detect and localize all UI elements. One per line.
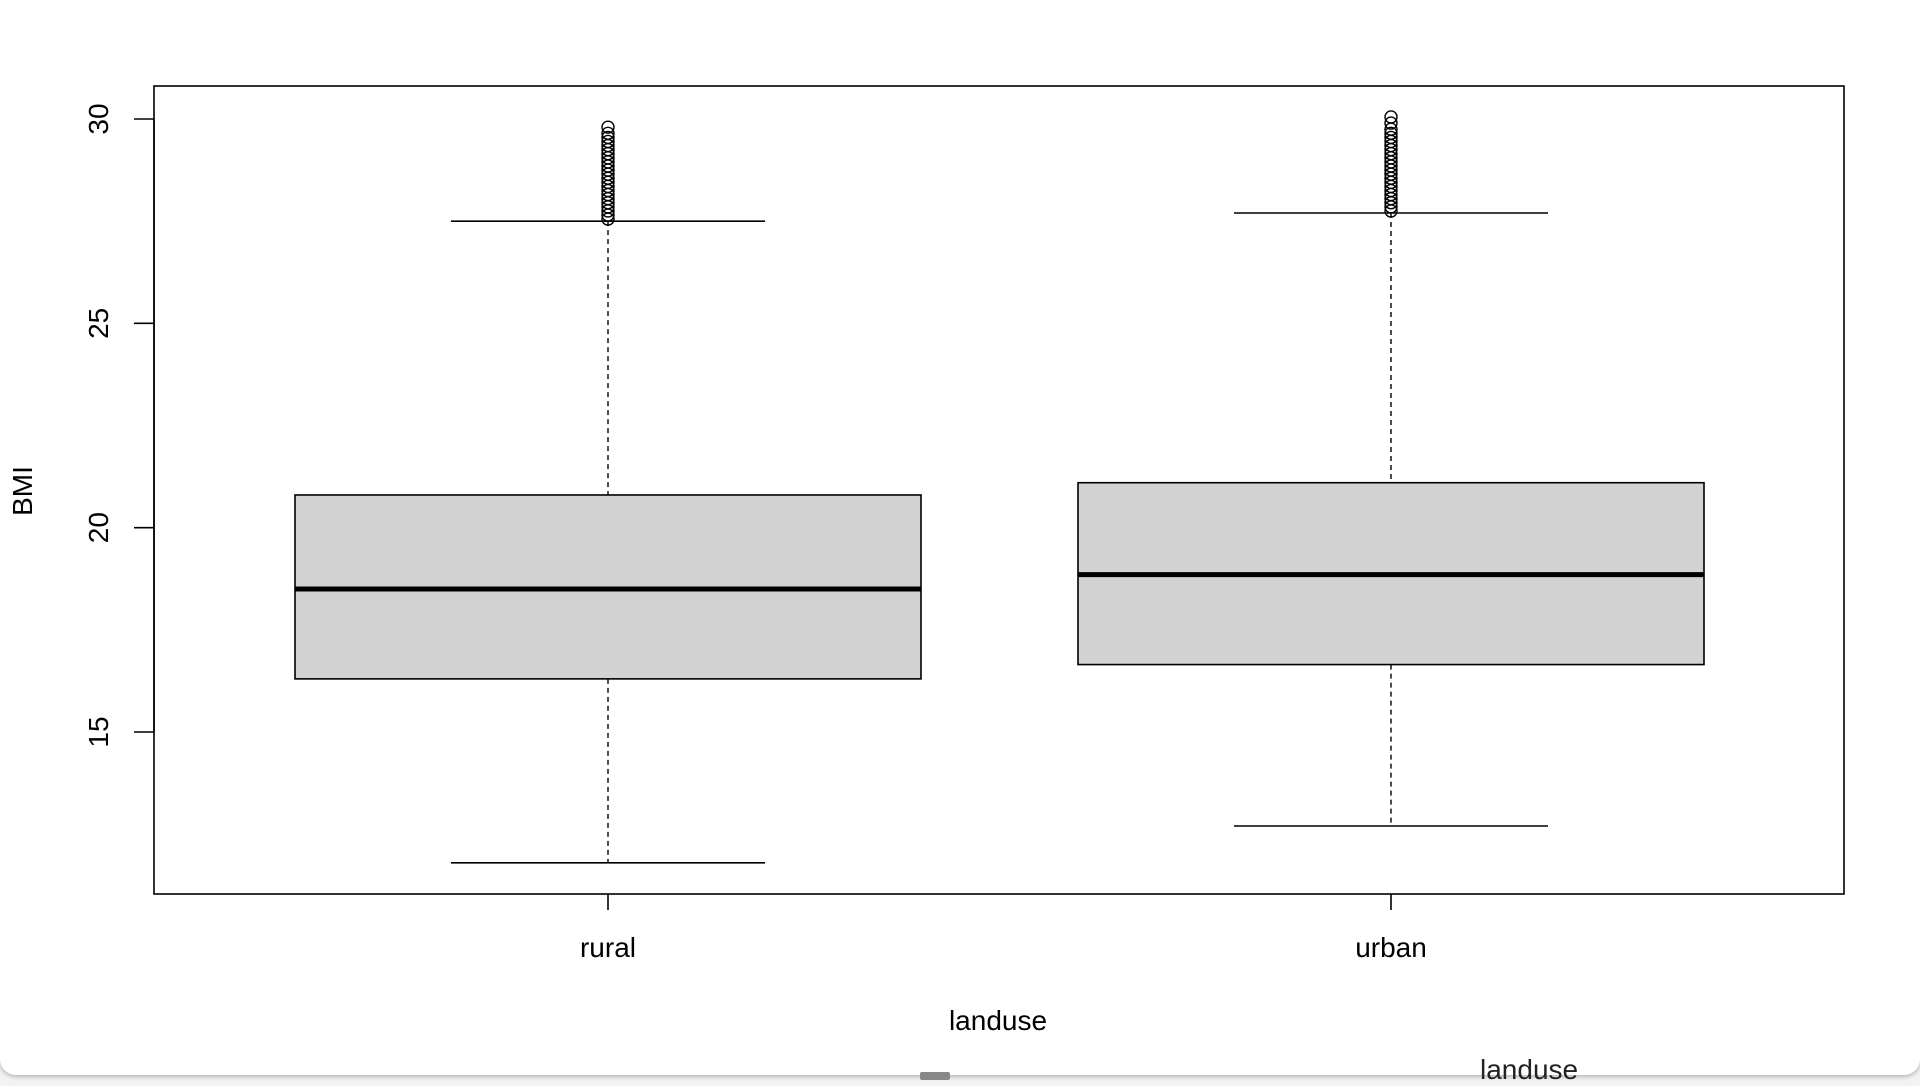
outlier-point-rural-22 — [601, 120, 615, 134]
x-axis-label: landuse — [949, 1005, 1047, 1036]
outlier-point-urban-22 — [1384, 110, 1398, 124]
y-tick-label-25: 25 — [83, 308, 114, 339]
y-axis: 15 20 25 30 — [83, 103, 155, 748]
boxes-layer — [294, 110, 1705, 864]
outlier-point-urban-21 — [1384, 116, 1398, 130]
outlier-point-rural-19 — [601, 134, 615, 149]
x-tick-label-urban: urban — [1355, 932, 1427, 963]
y-axis-label: BMI — [7, 466, 38, 516]
y-tick-label-20: 20 — [83, 512, 114, 543]
outlier-point-rural-20 — [601, 130, 615, 145]
y-tick-label-30: 30 — [83, 103, 114, 134]
box-rural — [294, 120, 922, 864]
y-tick-label-15: 15 — [83, 716, 114, 747]
box-urban — [1077, 110, 1705, 827]
x-tick-label-rural: rural — [580, 932, 636, 963]
outlier-point-urban-18 — [1384, 130, 1398, 145]
background-scroll-thumb — [920, 1072, 950, 1080]
outlier-point-urban-19 — [1384, 126, 1398, 141]
outlier-point-rural-21 — [601, 126, 615, 141]
background-landuse-label: landuse — [1480, 1054, 1579, 1085]
x-axis: rural urban — [580, 894, 1427, 963]
